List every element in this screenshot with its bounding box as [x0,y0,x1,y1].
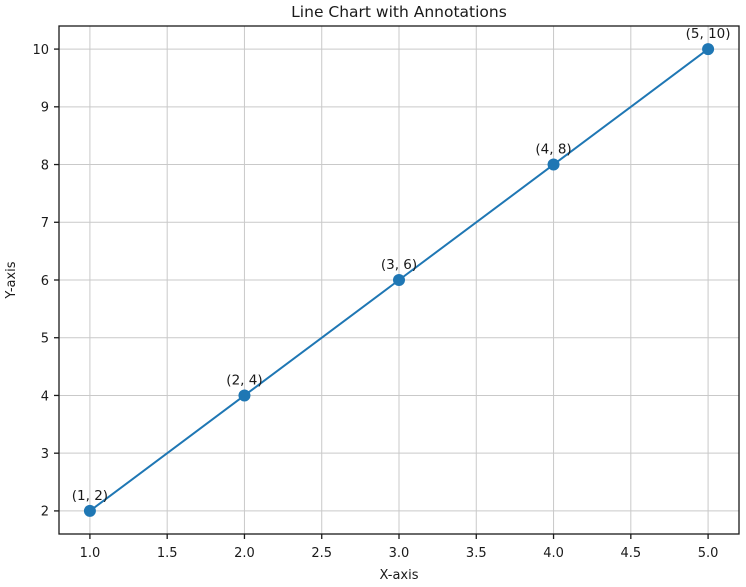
x-tick-label: 4.5 [620,546,641,561]
x-tick-label: 3.5 [466,546,487,561]
chart-title: Line Chart with Annotations [291,3,507,21]
point-annotation: (2, 4) [226,372,262,388]
data-point-marker [83,504,96,517]
data-point-marker [702,43,715,56]
y-tick-label: 5 [41,332,49,347]
y-tick-label: 6 [41,274,49,289]
x-tick-label: 5.0 [698,546,719,561]
y-tick-label: 8 [41,158,49,173]
x-tick-label: 1.5 [157,546,178,561]
axes-layer: 1.0 1.5 2.0 2.5 3.0 3.5 4.0 4.5 5.0 2 3 4 5 6 7 8 9 10 [32,25,740,561]
x-tick-label: 3.0 [389,546,410,561]
y-tick-label: 9 [41,101,49,116]
data-point-marker [393,274,405,286]
x-tick-label: 2.0 [234,546,255,561]
annotation-layer: (1, 2) (2, 4) (3, 6) (4, 8) (5, 10) [72,26,731,504]
point-annotation: (4, 8) [535,142,571,158]
data-series-layer [83,43,715,517]
point-annotation: (1, 2) [72,488,108,504]
x-tick-label: 4.0 [543,546,564,561]
data-point-marker [238,389,251,402]
y-tick-label: 7 [41,216,49,231]
y-tick-label: 4 [41,389,49,404]
point-annotation: (5, 10) [686,26,731,42]
y-tick-label: 10 [32,43,49,58]
data-point-marker [547,158,560,171]
x-tick-label: 2.5 [311,546,332,561]
x-tick-label: 1.0 [80,546,101,561]
y-tick-label: 2 [41,505,49,520]
y-tick-label: 3 [41,447,49,462]
y-axis-label: Y-axis [4,261,19,299]
point-annotation: (3, 6) [381,257,417,273]
x-axis-label: X-axis [380,568,419,583]
